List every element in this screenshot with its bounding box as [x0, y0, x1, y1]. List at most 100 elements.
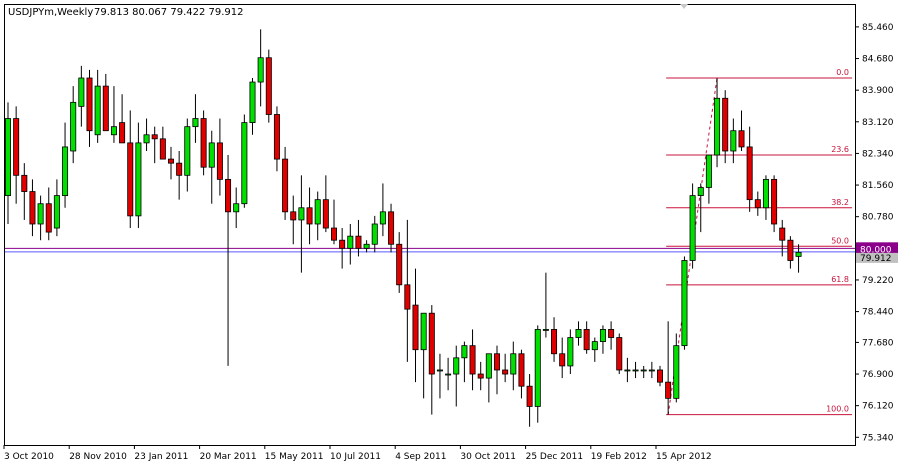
candle: [681, 256, 688, 350]
candle-body: [110, 126, 117, 136]
candle: [714, 77, 721, 168]
candles: [5, 29, 802, 427]
candle-body: [599, 329, 606, 342]
candle: [730, 118, 737, 164]
candle: [542, 272, 549, 338]
candle-body: [657, 369, 664, 383]
candle-body: [143, 134, 150, 144]
candle: [379, 183, 386, 237]
candle-body: [5, 118, 11, 196]
candle: [249, 77, 256, 135]
candle: [143, 118, 150, 151]
candle: [13, 106, 20, 204]
x-tick-label: 15 Apr 2012: [656, 452, 712, 462]
candle: [705, 154, 712, 204]
candle-body: [322, 199, 329, 229]
candle: [21, 163, 28, 220]
candle: [436, 353, 443, 399]
candle-body: [608, 329, 615, 338]
candle-body: [298, 207, 305, 221]
candle-body: [21, 174, 28, 192]
candle: [689, 183, 696, 269]
candle: [762, 175, 769, 220]
candle: [722, 90, 729, 164]
candle-body: [779, 227, 786, 241]
candle-body: [754, 199, 761, 209]
fibo-level-label: 100.0: [826, 405, 849, 414]
candle: [673, 333, 680, 403]
candle-body: [559, 353, 566, 367]
candle: [591, 337, 598, 362]
candle-body: [94, 85, 101, 136]
candle-body: [616, 337, 623, 371]
candle: [176, 150, 183, 200]
candle: [151, 126, 158, 164]
x-tick-label: 15 May 2011: [265, 452, 324, 462]
candle: [608, 321, 615, 350]
candle-body: [404, 284, 411, 310]
candle-body: [339, 239, 346, 249]
candle-body: [200, 118, 207, 168]
candle-body: [78, 77, 85, 107]
candle-body: [534, 329, 541, 407]
candle-body: [102, 85, 109, 132]
candle-body: [363, 243, 370, 249]
candle: [347, 223, 354, 265]
candle-body: [469, 345, 476, 375]
candle-body: [176, 162, 183, 176]
candle: [62, 122, 69, 208]
x-tick-label: 20 Mar 2011: [200, 452, 257, 462]
candle: [787, 236, 794, 269]
candle-body: [632, 369, 639, 372]
candle: [314, 191, 321, 241]
candle-body: [681, 260, 688, 347]
candle-body: [45, 203, 52, 233]
candle-body: [273, 114, 280, 160]
candle: [110, 86, 117, 143]
candle: [445, 357, 452, 391]
candle: [29, 179, 36, 237]
candle-body: [233, 203, 240, 213]
candle: [330, 199, 337, 245]
y-tick-label: 83.900: [862, 86, 894, 96]
horizontal-line[interactable]: [5, 247, 855, 253]
candle-body: [225, 178, 232, 213]
candle: [53, 179, 60, 237]
candle: [70, 86, 77, 164]
candle-body: [314, 199, 321, 225]
candle-body: [730, 130, 737, 152]
candle-body: [771, 178, 778, 225]
y-tick-label: 76.120: [862, 402, 894, 412]
candle: [657, 365, 664, 387]
candle-body: [127, 142, 134, 217]
current-price-label-text: 79.912: [860, 254, 892, 264]
candle-body: [689, 195, 696, 261]
candle: [94, 69, 101, 143]
candle-body: [282, 158, 289, 213]
candle: [738, 110, 745, 151]
candle: [273, 106, 280, 172]
y-tick-label: 79.220: [862, 276, 894, 286]
candle-body: [453, 357, 460, 375]
candle-body: [330, 227, 337, 241]
x-tick-label: 3 Oct 2010: [4, 452, 54, 462]
candle: [559, 337, 566, 379]
candle-body: [347, 235, 354, 249]
candle: [5, 102, 11, 224]
candle-body: [151, 134, 158, 140]
candle: [371, 215, 378, 253]
candle-body: [257, 57, 264, 83]
candle: [241, 114, 248, 208]
chart-title-ohlc: 79.813 80.067 79.422 79.912: [94, 7, 244, 18]
candle-body: [216, 142, 223, 180]
candle-body: [746, 146, 753, 201]
candle: [583, 321, 590, 354]
candle: [648, 361, 655, 379]
fibo-level-label: 38.2: [831, 198, 849, 207]
candle: [518, 349, 525, 399]
candle-body: [705, 154, 712, 188]
candle-body: [436, 369, 443, 372]
hline-price-label-bg: [856, 242, 898, 255]
x-tick-label: 25 Dec 2011: [526, 452, 584, 462]
